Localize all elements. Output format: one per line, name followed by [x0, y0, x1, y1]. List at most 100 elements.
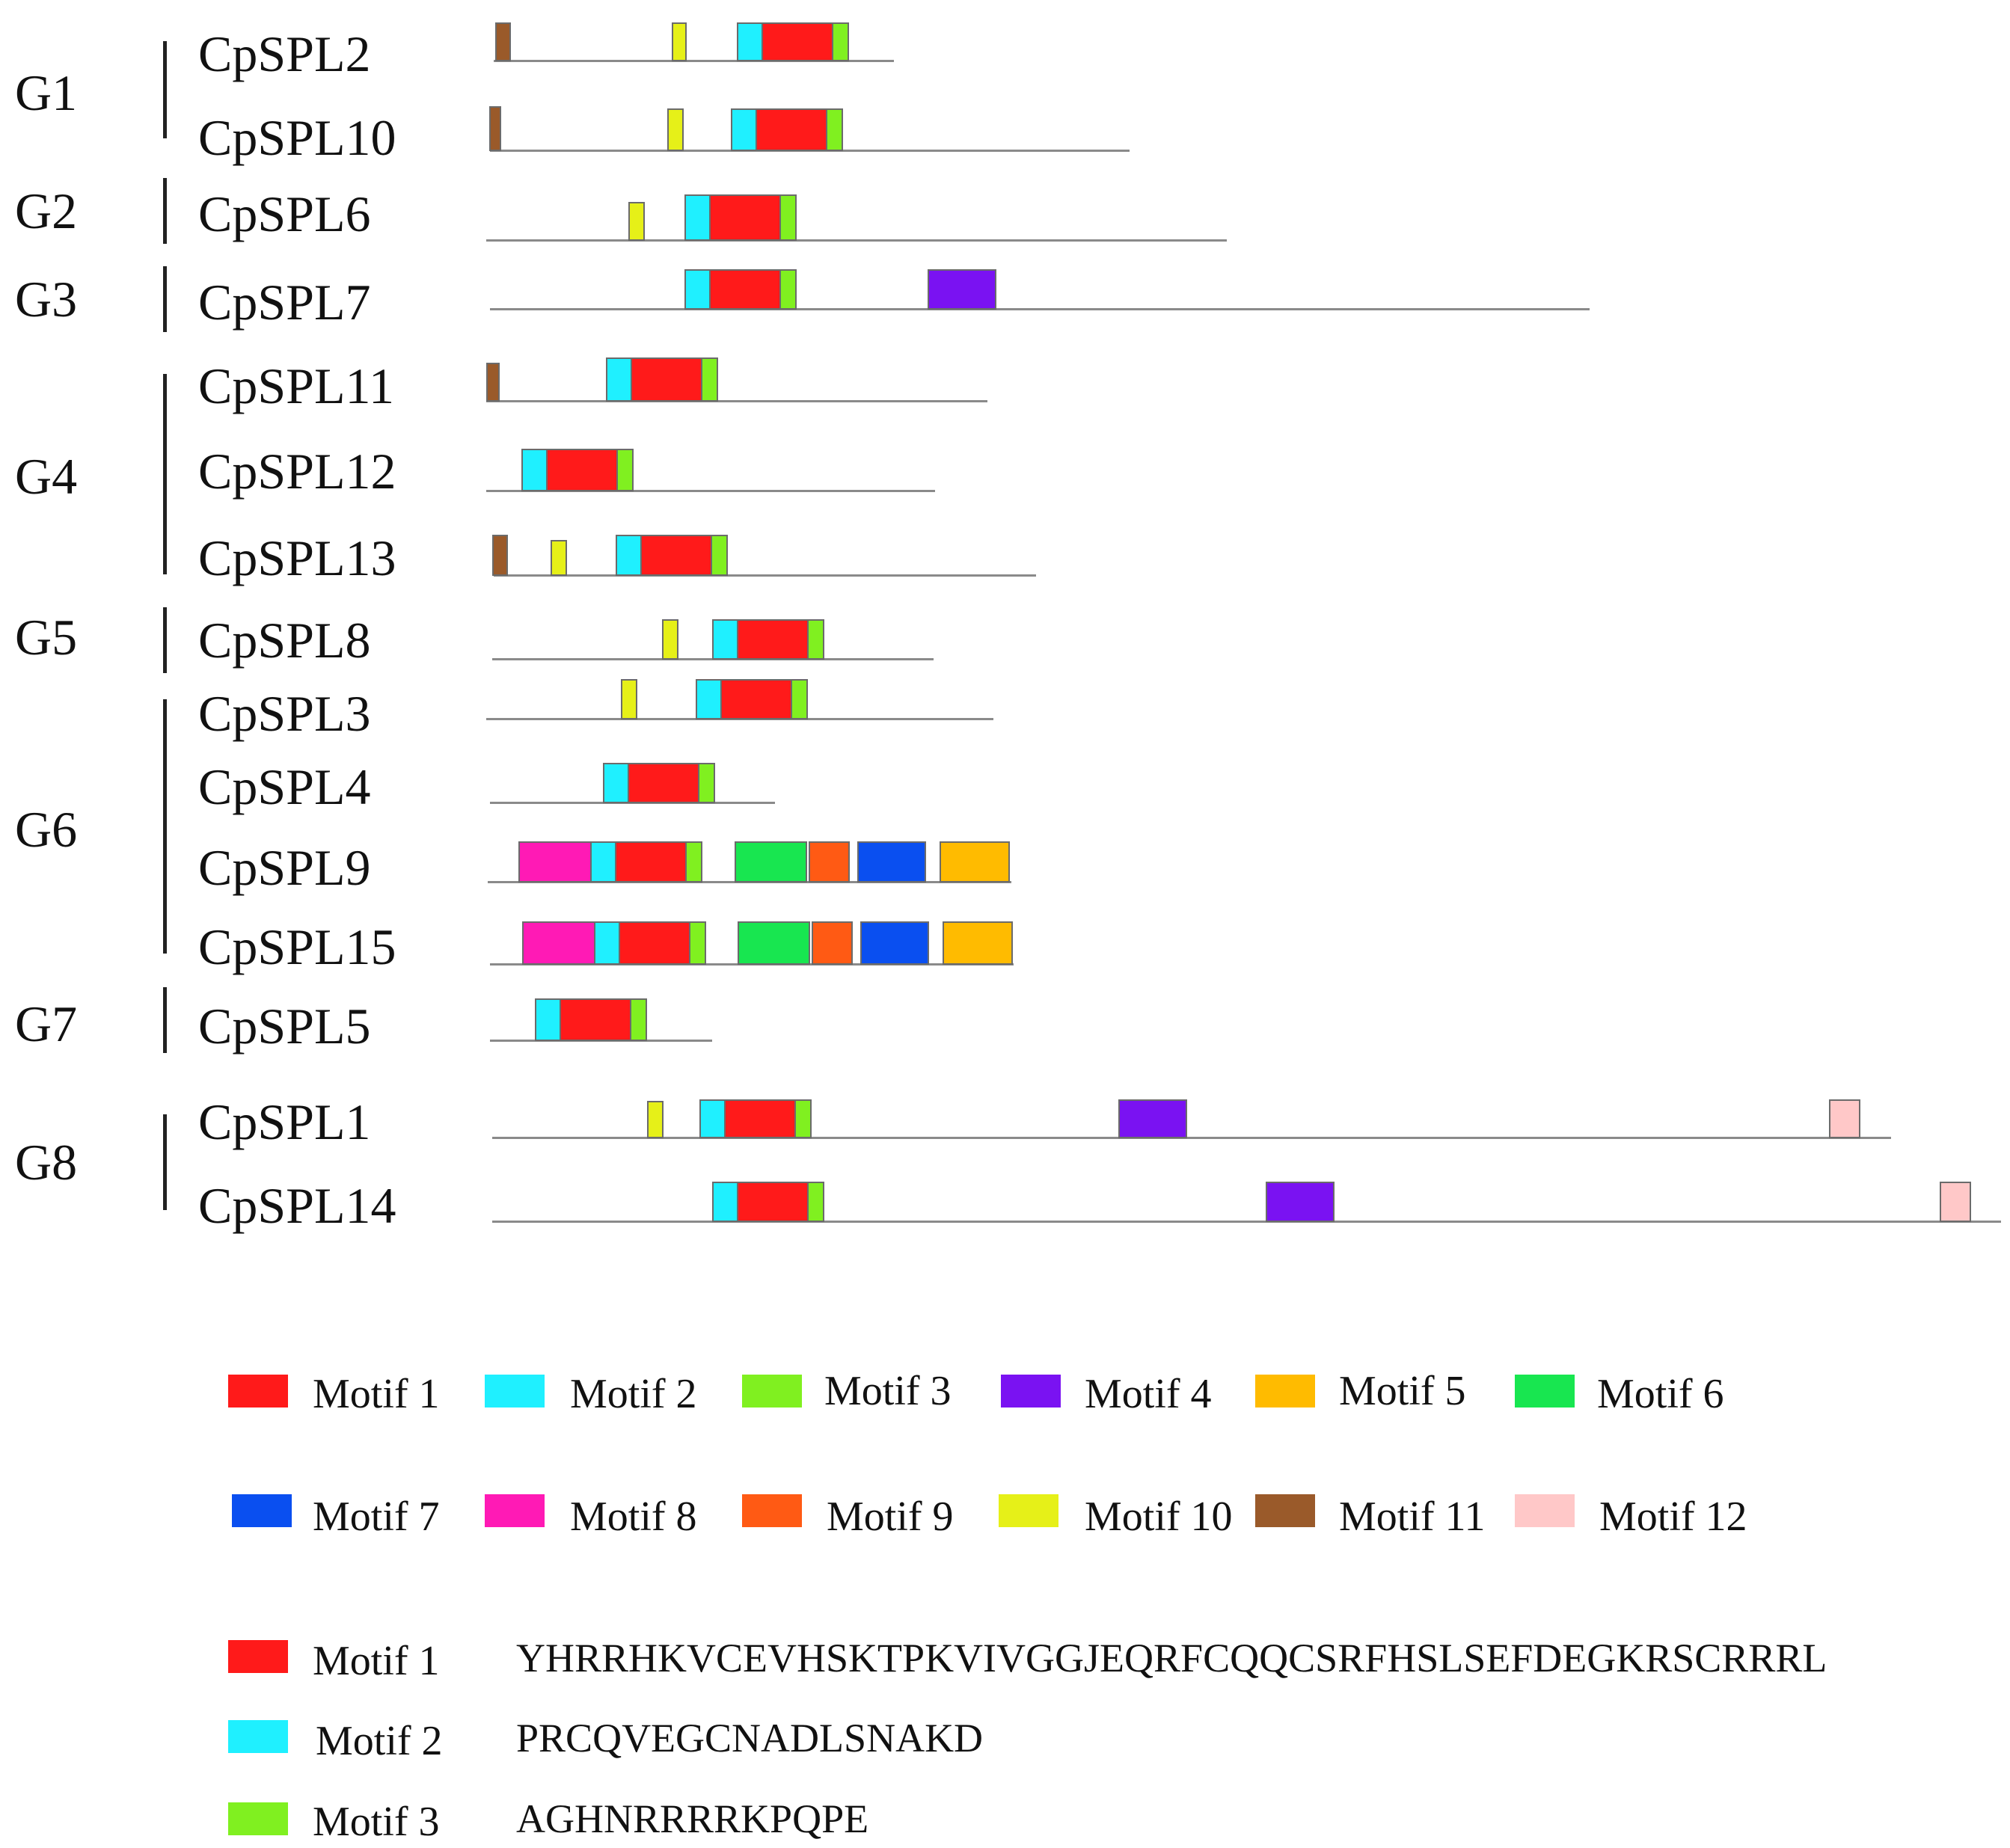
motif-10-box-cpspl13	[551, 540, 567, 576]
motif-1-box-cpspl14	[737, 1182, 809, 1222]
motif-1-box-cpspl1	[724, 1099, 796, 1138]
motif-11-box-cpspl2	[495, 22, 511, 61]
group-bracket-g5	[163, 607, 167, 673]
motif-1-box-cpspl2	[762, 22, 833, 61]
gene-label-cpspl5: CpSPL5	[198, 998, 371, 1055]
sequence-label-motif-3: Motif 3	[313, 1799, 440, 1845]
gene-label-cpspl2: CpSPL2	[198, 25, 371, 82]
legend-swatch-motif-8	[485, 1494, 545, 1527]
motif-10-box-cpspl2	[672, 22, 687, 61]
motif-6-box-cpspl9	[735, 841, 807, 882]
group-label-g6: G6	[15, 801, 78, 858]
motif-10-box-cpspl1	[647, 1101, 664, 1138]
motif-3-box-cpspl13	[711, 535, 728, 576]
legend-label-motif-3: Motif 3	[824, 1368, 952, 1414]
motif-1-box-cpspl8	[737, 619, 809, 660]
motif-1-box-cpspl11	[631, 357, 702, 402]
motif-1-box-cpspl4	[628, 763, 699, 803]
legend-label-motif-2: Motif 2	[570, 1371, 697, 1417]
legend-swatch-motif-3	[742, 1375, 802, 1408]
legend-label-motif-12: Motif 12	[1599, 1494, 1747, 1540]
sequence-swatch-motif-1	[228, 1640, 288, 1673]
motif-2-box-cpspl10	[731, 108, 757, 151]
motif-2-box-cpspl13	[616, 535, 642, 576]
legend-swatch-motif-12	[1515, 1494, 1575, 1527]
track-cpspl6	[486, 239, 1227, 242]
motif-1-box-cpspl13	[640, 535, 712, 576]
gene-label-cpspl14: CpSPL14	[198, 1177, 396, 1234]
motif-2-box-cpspl3	[696, 679, 722, 719]
legend-label-motif-10: Motif 10	[1085, 1494, 1233, 1540]
motif-9-box-cpspl15	[812, 921, 853, 965]
motif-3-box-cpspl6	[779, 194, 797, 241]
group-label-g3: G3	[15, 271, 78, 328]
track-cpspl13	[494, 574, 1036, 577]
gene-label-cpspl11: CpSPL11	[198, 357, 395, 414]
legend-label-motif-5: Motif 5	[1339, 1368, 1466, 1414]
motif-3-box-cpspl3	[791, 679, 808, 719]
legend-label-motif-6: Motif 6	[1597, 1371, 1724, 1417]
motif-11-box-cpspl10	[489, 106, 501, 151]
group-label-g1: G1	[15, 64, 78, 121]
group-label-g7: G7	[15, 995, 78, 1052]
gene-label-cpspl4: CpSPL4	[198, 758, 371, 815]
track-cpspl11	[486, 400, 987, 402]
motif-1-box-cpspl7	[709, 269, 781, 310]
motif-2-box-cpspl4	[603, 763, 629, 803]
motif-5-box-cpspl9	[940, 841, 1010, 882]
group-label-g2: G2	[15, 182, 78, 239]
motif-5-box-cpspl15	[943, 921, 1013, 965]
gene-label-cpspl13: CpSPL13	[198, 529, 396, 586]
motif-2-box-cpspl8	[712, 619, 738, 660]
motif-4-box-cpspl7	[928, 269, 996, 310]
motif-3-box-cpspl15	[689, 921, 706, 965]
motif-2-box-cpspl1	[699, 1099, 726, 1138]
legend-swatch-motif-9	[742, 1494, 802, 1527]
motif-7-box-cpspl15	[860, 921, 929, 965]
legend-label-motif-9: Motif 9	[827, 1494, 954, 1540]
motif-1-box-cpspl9	[615, 841, 687, 882]
motif-2-box-cpspl14	[712, 1182, 738, 1222]
legend-swatch-motif-7	[232, 1494, 292, 1527]
motif-3-box-cpspl4	[698, 763, 715, 803]
motif-3-box-cpspl5	[630, 998, 647, 1041]
motif-2-box-cpspl11	[606, 357, 632, 402]
gene-label-cpspl12: CpSPL12	[198, 443, 396, 500]
group-label-g5: G5	[15, 609, 78, 666]
sequence-text-motif-3: AGHNRRRRKPQPE	[516, 1796, 869, 1841]
group-label-g8: G8	[15, 1134, 78, 1191]
motif-3-box-cpspl7	[779, 269, 797, 310]
motif-1-box-cpspl12	[546, 449, 618, 491]
motif-10-box-cpspl3	[621, 679, 637, 719]
motif-2-box-cpspl12	[521, 449, 548, 491]
legend-swatch-motif-4	[1001, 1375, 1061, 1408]
motif-1-box-cpspl10	[756, 108, 827, 151]
motif-2-box-cpspl9	[590, 841, 616, 882]
track-cpspl7	[490, 308, 1590, 310]
motif-3-box-cpspl8	[807, 619, 824, 660]
legend-label-motif-7: Motif 7	[313, 1494, 440, 1540]
legend-swatch-motif-1	[228, 1375, 288, 1408]
motif-2-box-cpspl6	[684, 194, 711, 241]
gene-label-cpspl8: CpSPL8	[198, 612, 371, 669]
motif-8-box-cpspl9	[518, 841, 592, 882]
motif-6-box-cpspl15	[738, 921, 810, 965]
legend-label-motif-4: Motif 4	[1085, 1371, 1212, 1417]
legend-label-motif-1: Motif 1	[313, 1371, 440, 1417]
gene-label-cpspl10: CpSPL10	[198, 109, 396, 166]
track-cpspl14	[492, 1221, 2001, 1223]
motif-3-box-cpspl10	[826, 108, 843, 151]
motif-3-box-cpspl11	[701, 357, 718, 402]
motif-10-box-cpspl10	[667, 108, 684, 151]
group-bracket-g7	[163, 987, 167, 1053]
group-bracket-g6	[163, 699, 167, 954]
group-bracket-g4	[163, 374, 167, 574]
group-bracket-g3	[163, 266, 167, 332]
motif-2-box-cpspl15	[594, 921, 620, 965]
motif-4-box-cpspl14	[1266, 1182, 1335, 1222]
legend-label-motif-11: Motif 11	[1339, 1494, 1486, 1540]
sequence-label-motif-1: Motif 1	[313, 1638, 440, 1684]
legend-swatch-motif-5	[1255, 1375, 1315, 1408]
motif-9-box-cpspl9	[809, 841, 850, 882]
